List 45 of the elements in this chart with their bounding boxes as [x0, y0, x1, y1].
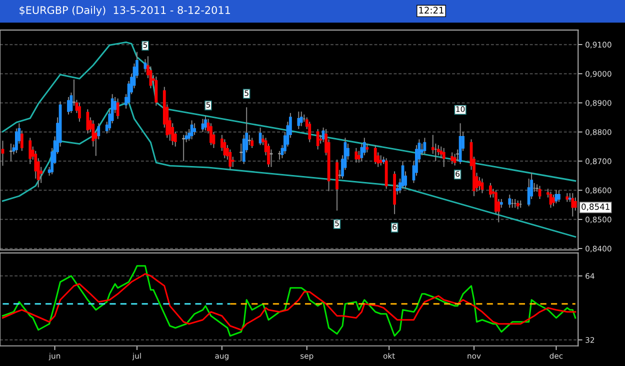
- candlestick: [571, 192, 574, 217]
- annotation: 0,8541: [582, 204, 610, 211]
- candlestick: [270, 148, 273, 168]
- candlestick: [423, 137, 426, 154]
- candlestick: [489, 182, 492, 198]
- candlestick: [316, 128, 320, 150]
- candlestick: [86, 108, 90, 134]
- candlestick: [456, 148, 460, 162]
- candlestick: [508, 194, 512, 208]
- line-series: [2, 265, 576, 337]
- candlestick: [442, 148, 446, 168]
- candlestick: [308, 121, 312, 143]
- candlestick: [154, 76, 158, 106]
- candlestick: [231, 156, 234, 168]
- candlestick: [558, 190, 560, 202]
- candlestick: [182, 134, 186, 162]
- candlestick: [297, 111, 300, 130]
- candlestick: [28, 137, 32, 165]
- text: 12:21: [419, 6, 444, 14]
- line-series: [2, 273, 576, 331]
- candlestick: [574, 197, 577, 212]
- candlestick: [450, 152, 454, 165]
- candlestick: [204, 115, 207, 132]
- candlestick: [250, 137, 254, 148]
- candlestick: [240, 143, 243, 162]
- candlestick: [374, 144, 377, 165]
- candlestick: [116, 98, 120, 120]
- candlestick: [379, 154, 382, 166]
- candlestick: [201, 118, 204, 132]
- candlestick: [223, 138, 226, 159]
- candlestick: [552, 194, 555, 207]
- candlestick: [67, 96, 70, 115]
- candlestick: [478, 176, 481, 191]
- candlestick: [554, 190, 558, 204]
- candlestick: [210, 122, 212, 146]
- candlestick: [453, 153, 456, 166]
- chart-title: $EURGBP (Daily) 13-5-2011 - 8-12-2011: [20, 6, 230, 16]
- candlestick: [538, 185, 542, 200]
- candlestick: [228, 148, 232, 170]
- candlestick: [193, 122, 196, 136]
- line-series: [2, 41, 576, 182]
- candlestick: [300, 111, 303, 127]
- candlestick: [354, 148, 358, 164]
- candlestick: [10, 143, 12, 162]
- candlestick: [78, 102, 81, 122]
